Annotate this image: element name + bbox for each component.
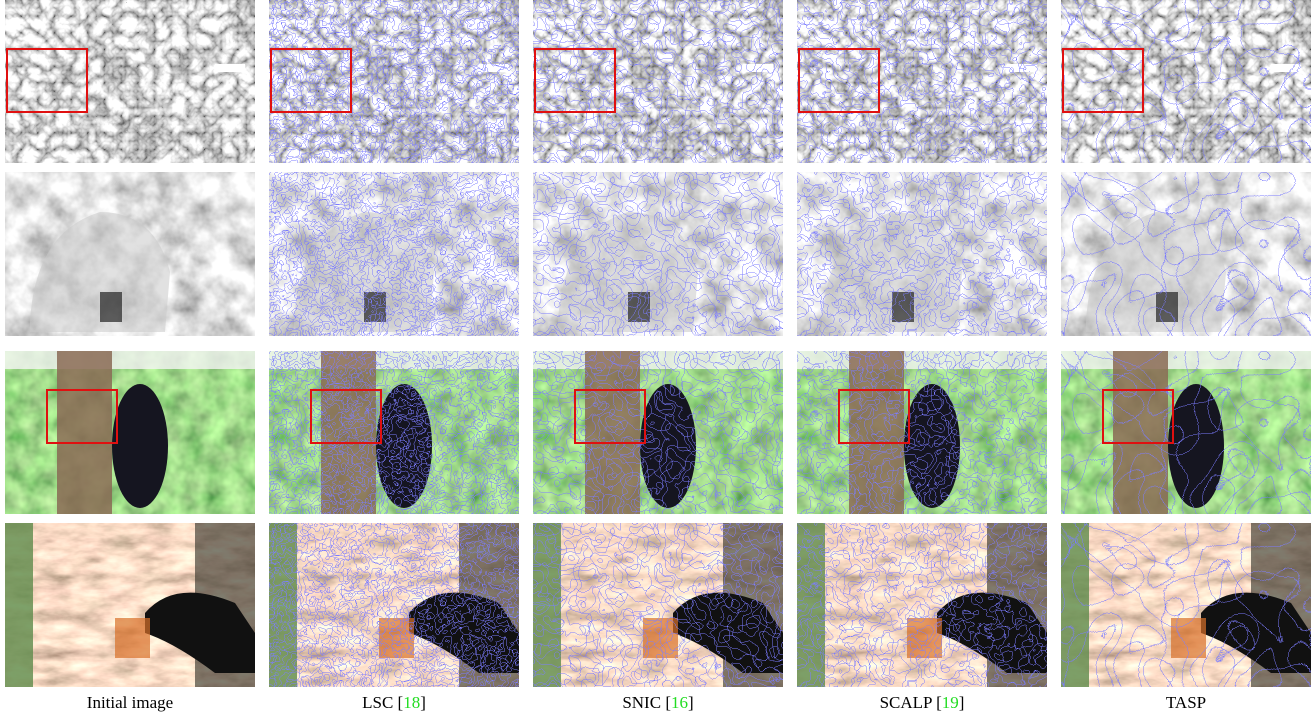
caption-text: Initial image xyxy=(87,693,173,712)
zoom-box xyxy=(838,389,910,444)
image-panel xyxy=(1061,0,1311,163)
image-panel xyxy=(269,172,519,336)
zoom-box xyxy=(310,389,382,444)
image-panel xyxy=(269,351,519,514)
caption-text: ] xyxy=(688,693,694,712)
tree-trunk xyxy=(57,351,112,514)
image-panel xyxy=(5,351,255,514)
caption-text: SCALP xyxy=(880,693,932,712)
image-panel xyxy=(269,0,519,163)
image-panel xyxy=(1061,172,1311,336)
white-patch xyxy=(215,64,245,72)
caption-text: ] xyxy=(420,693,426,712)
caption-text: LSC xyxy=(362,693,393,712)
zoom-box xyxy=(270,48,352,113)
image-panel xyxy=(797,172,1047,336)
zoom-box xyxy=(798,48,880,113)
image-panel xyxy=(269,523,519,687)
image-panel xyxy=(533,172,783,336)
superpixel-boundaries xyxy=(269,0,519,163)
image-panel xyxy=(797,523,1047,687)
superpixel-boundaries xyxy=(1061,172,1311,336)
orange-spot xyxy=(115,618,150,658)
superpixel-boundaries xyxy=(1061,523,1311,687)
caption: TASP xyxy=(1166,693,1206,712)
image-panel xyxy=(797,351,1047,514)
image-panel xyxy=(5,0,255,163)
reference-link[interactable]: 16 xyxy=(671,693,688,712)
superpixel-boundaries xyxy=(533,172,783,336)
caption: SCALP [19] xyxy=(880,693,965,712)
caption-text: [ xyxy=(665,693,671,712)
dark-window xyxy=(100,292,122,322)
zoom-box xyxy=(6,48,88,113)
reference-link[interactable]: 19 xyxy=(942,693,959,712)
superpixel-boundaries xyxy=(533,523,783,687)
grass-left xyxy=(5,523,33,687)
image-panel xyxy=(533,0,783,163)
superpixel-boundaries xyxy=(797,172,1047,336)
superpixel-boundaries xyxy=(269,523,519,687)
zoom-box xyxy=(534,48,616,113)
superpixel-boundaries xyxy=(1061,351,1311,514)
image-panel xyxy=(533,523,783,687)
sky xyxy=(5,351,255,369)
image-panel xyxy=(5,172,255,336)
shape-arch xyxy=(30,212,170,332)
superpixel-boundaries xyxy=(1061,0,1311,163)
image-texture xyxy=(5,0,255,163)
superpixel-boundaries xyxy=(797,351,1047,514)
zoom-box xyxy=(46,389,118,444)
superpixel-boundaries xyxy=(269,351,519,514)
image-panel xyxy=(797,0,1047,163)
bear-paw xyxy=(145,592,255,673)
bear xyxy=(112,384,168,508)
zoom-box xyxy=(1062,48,1144,113)
image-panel xyxy=(1061,351,1311,514)
reference-link[interactable]: 18 xyxy=(403,693,420,712)
superpixel-boundaries xyxy=(797,523,1047,687)
caption: LSC [18] xyxy=(362,693,426,712)
superpixel-boundaries xyxy=(533,351,783,514)
superpixel-boundaries xyxy=(533,0,783,163)
image-panel xyxy=(533,351,783,514)
superpixel-boundaries xyxy=(269,172,519,336)
caption: Initial image xyxy=(87,693,173,712)
superpixel-boundaries xyxy=(797,0,1047,163)
zoom-box xyxy=(574,389,646,444)
caption-text: TASP xyxy=(1166,693,1206,712)
caption-text: SNIC xyxy=(622,693,661,712)
image-panel xyxy=(1061,523,1311,687)
caption-text: [ xyxy=(398,693,404,712)
caption-text: ] xyxy=(959,693,965,712)
zoom-box xyxy=(1102,389,1174,444)
image-panel xyxy=(5,523,255,687)
caption-text: [ xyxy=(936,693,942,712)
caption: SNIC [16] xyxy=(622,693,693,712)
